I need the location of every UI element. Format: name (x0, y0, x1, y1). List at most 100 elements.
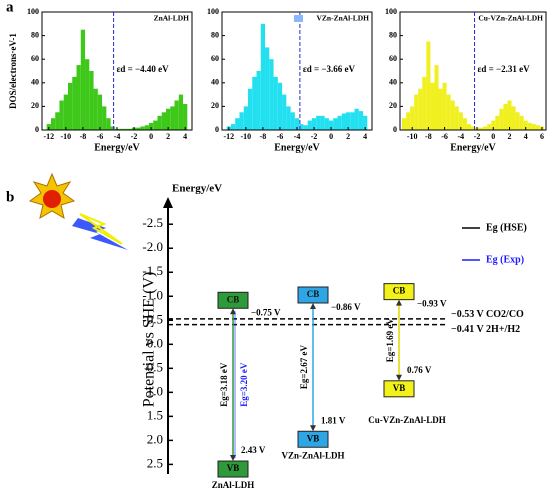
cb-text: CB (393, 286, 406, 296)
x-tick-label: -10 (407, 132, 418, 141)
dos-bar (434, 65, 439, 130)
y-tick-label: 100 (207, 7, 219, 16)
y-tick-label: 0.5 (147, 359, 163, 374)
y-tick-label: 80 (31, 30, 39, 39)
dos-bar (402, 118, 407, 130)
dos-bar (273, 76, 278, 130)
vb-label: 1.81 V (321, 415, 346, 425)
dos-bar (97, 94, 103, 130)
dos-bar (503, 104, 508, 130)
dos-bar (282, 94, 287, 130)
dos-bar (80, 29, 86, 131)
dos-bar (406, 112, 411, 130)
dos-bar (527, 122, 532, 130)
y-tick-label: 40 (389, 78, 397, 87)
legend-swatch (294, 15, 303, 22)
y-tick-label: 20 (31, 101, 39, 110)
eg-label: Eg=2.67 eV (299, 345, 309, 390)
dos-bar (76, 65, 81, 130)
y-tick-label: 1.0 (147, 383, 163, 398)
y-tick-label: -1.0 (142, 287, 163, 302)
axis-arrow (163, 197, 173, 208)
dos-bar (63, 94, 68, 130)
dos-bar (483, 126, 488, 130)
dos-bar (265, 47, 270, 130)
dos-bar (341, 113, 347, 130)
eg-label: Eg=1.69 eV (385, 318, 395, 363)
x-axis-label: Energy/eV (450, 142, 496, 153)
axis-label: Energy/eV (172, 183, 222, 195)
dos-bar (153, 120, 158, 130)
dos-bar (183, 104, 188, 130)
series-label: Cu-VZn-ZnAl-LDH (478, 14, 543, 23)
dos-bar (466, 124, 471, 130)
dos-bar (174, 100, 179, 130)
y-tick-label: -0.5 (142, 311, 163, 326)
dos-bar (499, 108, 504, 130)
dos-bar (106, 118, 111, 130)
eg-label: Eg=3.18 eV (219, 362, 229, 407)
series-label: ZnAl-LDH (154, 14, 190, 23)
dos-bar (495, 115, 500, 130)
dos-bar (363, 115, 368, 130)
dos-bar (269, 59, 274, 131)
x-tick-label: 6 (540, 132, 544, 141)
dos-bar (458, 112, 463, 130)
dos-bar (350, 112, 355, 130)
dos-bar (446, 94, 451, 130)
x-tick-label: -12 (43, 132, 54, 141)
x-tick-label: -12 (223, 132, 234, 141)
y-tick-label: 80 (211, 30, 219, 39)
y-tick-label: -1.5 (142, 263, 163, 278)
dos-bar (354, 108, 359, 130)
x-tick-label: 2 (346, 132, 350, 141)
dos-bar (507, 100, 512, 130)
y-axis-label: DOS/electrons·eV-1 (8, 33, 18, 109)
cb-label: −0.93 V (417, 299, 447, 309)
dos-bar (286, 106, 291, 130)
dos-bar (93, 88, 98, 130)
series-label: VZn-ZnAl-LDH (316, 14, 369, 23)
dos-bar (307, 120, 312, 130)
dos-bar (170, 106, 175, 130)
y-tick-label: 0 (215, 125, 219, 134)
arrow-head (230, 455, 236, 462)
y-tick-label: 60 (211, 54, 219, 63)
dos-bar (256, 71, 261, 130)
x-tick-label: -2 (474, 132, 481, 141)
x-tick-label: -2 (131, 132, 138, 141)
cb-label: −0.86 V (331, 302, 361, 312)
y-tick-label: 40 (31, 78, 39, 87)
dos-bar (67, 82, 73, 130)
x-tick-label: 4 (363, 132, 367, 141)
y-tick-label: 40 (211, 78, 219, 87)
x-tick-label: -8 (260, 132, 267, 141)
x-tick-label: 2 (508, 132, 512, 141)
dos-bar (157, 115, 162, 130)
material-name: VZn-ZnAl-LDH (281, 450, 344, 460)
vb-label: 2.43 V (241, 445, 266, 455)
y-tick-label: 0 (35, 125, 39, 134)
x-tick-label: -8 (80, 132, 87, 141)
dos-bar (119, 128, 124, 130)
y-tick-label: 100 (385, 7, 397, 16)
dos-bar (89, 71, 94, 130)
y-tick-label: 2.0 (147, 431, 163, 446)
dos-bar (450, 100, 455, 130)
arrow-head (230, 308, 236, 315)
dos-bar (260, 23, 266, 130)
dos-bar (328, 120, 334, 130)
material-name: ZnAl-LDH (212, 480, 255, 489)
x-tick-label: -4 (457, 132, 464, 141)
dos-bar (102, 106, 107, 130)
y-tick-label: 0.0 (147, 335, 163, 350)
dos-bar (144, 125, 149, 130)
dos-bar (303, 125, 308, 130)
dos-bar (426, 41, 431, 130)
x-tick-label: -10 (241, 132, 252, 141)
x-axis-label: Energy/eV (94, 142, 140, 153)
cb-text: CB (227, 294, 240, 304)
lightning-icon (72, 218, 128, 250)
ed-label: εd = −4.40 eV (117, 64, 170, 74)
